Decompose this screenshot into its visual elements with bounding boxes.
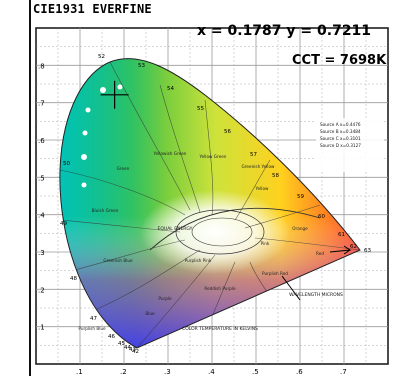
y-tick-label: .1 [38,324,45,332]
wavelength-label: 42 [132,349,139,355]
region-label: Green [117,166,130,171]
y-tick-labels: .8 .7 .6 .5 .4 .3 .2 .1 [38,62,45,331]
region-label: Yellow [255,186,269,191]
x-tick-label: .5 [252,368,259,376]
region-label: Greenish Blue [103,258,133,263]
x-tick-labels: .1 .2 .3 .4 .5 .6 .7 [76,368,347,376]
wavelength-label: 53 [138,63,145,69]
spectral-locus-fill [59,58,360,348]
region-label: Bluish Green [92,208,119,213]
wavelength-label: 43 [129,347,136,353]
y-tick-label: .2 [38,286,45,294]
region-label: Reddish Purple [204,286,236,291]
wavelength-label: 61 [338,232,345,238]
source-legend-entries: Source A x=0.4476 Source B x=0.3484 Source… [320,122,361,148]
wavelength-label: 59 [297,194,304,200]
xy-coordinate-readout: x = 0.1787 y = 0.7211 [197,23,372,39]
annotation-label: COLOR TEMPERATURE IN KELVINS [182,326,258,332]
page-title: CIE1931 EVERFINE [33,2,152,16]
wavelength-label: 58 [272,173,279,179]
source-legend [316,118,384,172]
y-tick-label: .3 [38,249,45,257]
locus-white-dots [81,84,123,188]
x-tick-label: .4 [208,368,215,376]
y-tick-label: .4 [38,212,45,220]
wavelength-labels: 52 53 54 55 56 57 58 59 60 61 62 63 50 49 48 47 46454443… [60,54,371,355]
y-tick-label: .7 [38,100,45,108]
region-label: Yellow Green [199,154,227,159]
wavelength-arrow [329,245,352,255]
wavelength-label: 60 [318,214,325,220]
region-label: Purplish Pink [185,258,212,263]
region-label: Purplish Red [262,271,288,276]
region-labels: Yellowish Green Yellow Green Greenish Yell… [78,151,324,331]
wavelength-label: 44 [124,345,131,351]
measurement-crosshair-icon [100,80,129,109]
source-legend-entry: Source B x=0.3484 [320,129,361,134]
y-tick-label: .8 [38,62,45,70]
x-tick-label: .2 [120,368,127,376]
wavelength-label: 50 [63,161,70,167]
x-tick-label: .1 [76,368,83,376]
region-label: Orange [292,226,308,231]
wavelength-label: 56 [224,129,231,135]
annotation-label: WAVELENGTH MICRONS [289,292,343,298]
region-label: Greenish Yellow [242,164,275,169]
region-label: Red [316,251,324,256]
wavelength-label: 62 [350,244,357,250]
wavelength-label: 49 [60,221,67,227]
x-tick-label: .3 [164,368,171,376]
x-tick-label: .6 [296,368,303,376]
region-label: Blue [145,311,155,316]
wavelength-label: 46 [108,334,115,340]
x-tick-label: .7 [340,368,347,376]
wavelength-label: 55 [197,106,204,112]
y-tick-label: .6 [38,137,45,145]
wavelength-pointer [281,275,301,301]
source-legend-entry: Source C x=0.3101 [320,136,361,141]
spectral-locus-outline [59,58,361,349]
annotation-label: EQUAL ENERGY [158,226,193,232]
region-label: Purplish Blue [78,326,106,331]
region-label: Yellowish Green [153,151,187,156]
wavelength-label: 57 [250,152,257,158]
wavelength-label: 48 [70,276,77,282]
cct-readout: CCT = 7698K [292,53,387,68]
source-legend-entry: Source A x=0.4476 [320,122,361,127]
y-tick-label: .5 [38,174,45,182]
wavelength-label: 52 [98,54,105,60]
annotation-labels: EQUAL ENERGY WAVELENGTH MICRONS COLOR TEMP… [158,226,343,332]
wavelength-label: 45 [118,341,125,347]
region-label: Purple [158,296,172,301]
wavelength-label: 63 [364,248,371,254]
region-label: Pink [261,241,270,246]
left-border-line [29,0,31,376]
wavelength-label: 47 [90,316,97,322]
source-legend-entry: Source D x=0.3127 [320,143,361,148]
wavelength-label: 54 [167,86,174,92]
